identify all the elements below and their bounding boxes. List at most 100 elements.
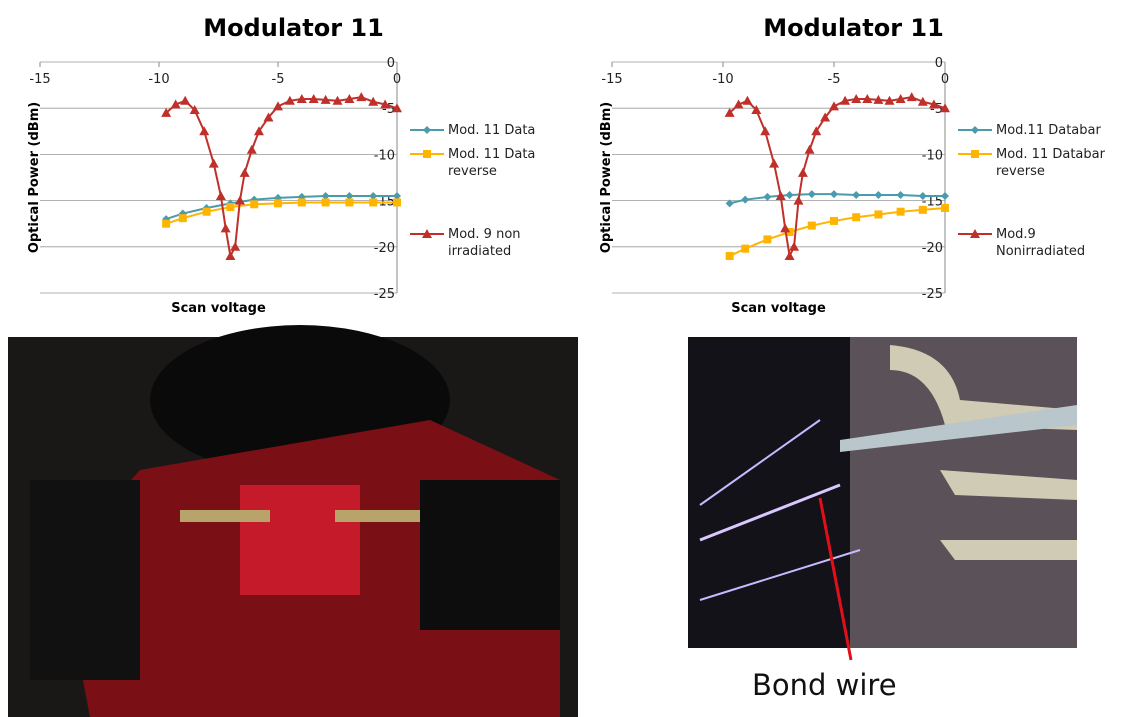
marker [273,101,283,110]
y-tick-label: -20 [374,241,395,256]
marker [971,126,979,134]
marker [941,204,949,212]
legend-swatch [958,228,992,240]
marker [852,191,860,199]
x-axis-label: Scan voltage [171,301,266,316]
legend-entry: Mod. 9 non irradiated [410,226,560,260]
marker [250,200,258,208]
y-tick-label: -25 [922,287,943,302]
lab-photo [8,325,578,717]
marker [763,235,771,243]
legend-swatch [410,228,444,240]
marker [785,251,795,260]
marker [786,191,794,199]
series [726,204,949,260]
marker [209,159,219,168]
x-tick-label: -15 [29,72,50,87]
marker [226,203,234,211]
y-tick-label: -10 [374,148,395,163]
marker [763,193,771,201]
legend-swatch [410,124,444,136]
x-tick-label: -10 [148,72,169,87]
marker [780,223,790,232]
y-axis-label: Optical Power (dBm) [599,102,614,253]
marker [369,198,377,206]
marker [971,150,979,158]
marker [897,191,905,199]
y-axis-label: Optical Power (dBm) [27,102,42,253]
marker [423,126,431,134]
legend-entry: Mod.11 Databar [958,122,1108,139]
marker [829,101,839,110]
series-line [166,97,397,256]
marker [907,92,917,101]
marker [225,251,235,260]
x-tick-label: -5 [828,72,841,87]
marker [742,96,752,105]
marker [874,210,882,218]
microscope-photo [688,337,1077,660]
marker [726,252,734,260]
marker [423,150,431,158]
marker [199,126,209,135]
y-tick-label: -20 [922,241,943,256]
marker [793,196,803,205]
series [725,92,950,260]
x-tick-label: -5 [272,72,285,87]
x-axis-label: Scan voltage [731,301,826,316]
marker [162,220,170,228]
marker [897,208,905,216]
marker [247,145,257,154]
legend-label: Mod.9 Nonirradiated [996,226,1108,260]
marker [216,191,226,200]
legend-label: Mod. 11 Databar reverse [996,146,1108,180]
series-line [730,194,945,203]
marker [322,198,330,206]
x-tick-label: -10 [712,72,733,87]
marker [741,245,749,253]
marker [760,126,770,135]
y-tick-label: 0 [935,56,943,71]
x-tick-label: 0 [941,72,949,87]
x-tick-label: -15 [601,72,622,87]
marker [240,168,250,177]
marker [919,206,927,214]
marker [356,92,366,101]
marker [798,168,808,177]
marker [874,191,882,199]
chart-title: Modulator 11 [203,14,384,42]
marker [298,198,306,206]
series-line [730,208,945,256]
marker [769,159,779,168]
marker [808,222,816,230]
series [162,198,401,227]
y-tick-label: -25 [374,287,395,302]
marker [180,96,190,105]
series [161,92,402,260]
legend-entry: Mod.9 Nonirradiated [958,226,1108,260]
legend-label: Mod. 9 non irradiated [448,226,560,260]
legend-label: Mod. 11 Data reverse [448,146,560,180]
legend-entry: Mod. 11 Data [410,122,560,139]
marker [230,242,240,251]
marker [274,199,282,207]
legend-entry: Mod. 11 Data reverse [410,146,560,180]
legend-swatch [958,124,992,136]
photo-caption: Bond wire [752,668,897,702]
legend-label: Mod.11 Databar [996,122,1101,139]
marker [789,242,799,251]
marker [830,217,838,225]
marker [221,223,231,232]
marker [830,190,838,198]
legend-swatch [410,148,444,160]
marker [203,208,211,216]
legend-label: Mod. 11 Data [448,122,535,139]
marker [345,198,353,206]
x-tick-label: 0 [393,72,401,87]
series-line [730,97,945,256]
y-tick-label: -10 [922,148,943,163]
marker [805,145,815,154]
slide: Modulator 11 Scan voltage Optical Power (d… [0,0,1146,717]
series [726,190,949,207]
series [162,192,401,223]
